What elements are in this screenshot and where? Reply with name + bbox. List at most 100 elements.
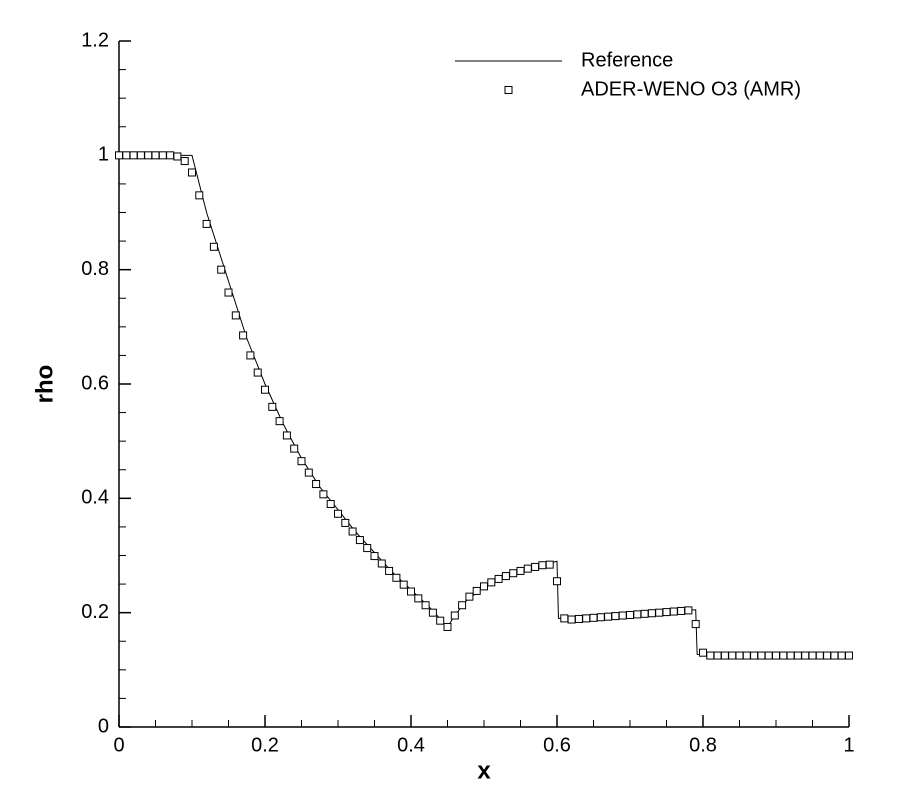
data-marker [180, 157, 189, 166]
data-marker [231, 311, 240, 320]
data-marker [239, 331, 248, 340]
data-marker [742, 651, 751, 660]
data-marker [151, 151, 160, 160]
data-marker [560, 614, 569, 623]
data-marker [253, 368, 262, 377]
data-marker [772, 651, 780, 660]
x-axis-title: x [477, 757, 491, 784]
data-marker [640, 609, 649, 618]
data-marker [691, 620, 700, 629]
data-marker [261, 385, 269, 394]
data-marker [202, 219, 211, 228]
data-marker [246, 351, 255, 360]
data-marker [815, 651, 824, 660]
data-marker [297, 457, 306, 466]
data-marker [443, 622, 452, 631]
data-marker [480, 582, 488, 591]
data-marker [662, 608, 671, 617]
data-marker [129, 151, 138, 160]
data-marker [341, 518, 350, 527]
data-marker [268, 402, 277, 411]
data-marker [699, 648, 707, 657]
y-tick-label: 0.2 [81, 601, 109, 623]
data-marker [786, 651, 795, 660]
y-tick-label: 0 [98, 715, 109, 737]
data-marker [312, 480, 321, 489]
y-tick-label: 1.2 [81, 29, 109, 51]
legend-label: ADER-WENO O3 (AMR) [581, 78, 801, 100]
data-marker [823, 651, 832, 660]
data-marker [538, 561, 547, 570]
data-marker [633, 610, 642, 619]
data-marker [115, 151, 123, 160]
y-axis-title: rho [31, 365, 58, 404]
data-marker [136, 151, 145, 160]
data-marker [764, 651, 773, 660]
y-tick-label: 0.6 [81, 372, 109, 394]
data-marker [720, 651, 729, 660]
data-marker [355, 536, 364, 545]
data-marker [553, 577, 561, 586]
data-marker [348, 527, 357, 536]
x-tick-label: 0.8 [689, 734, 717, 756]
data-marker [407, 587, 415, 596]
data-marker [830, 651, 839, 660]
data-marker [363, 544, 372, 553]
reference-line [119, 154, 850, 657]
data-marker [209, 242, 218, 251]
legend-marker [504, 86, 513, 94]
data-marker [801, 651, 810, 660]
data-marker [779, 651, 788, 660]
data-marker [392, 573, 401, 582]
data-marker [669, 607, 678, 616]
data-marker [472, 586, 481, 595]
data-marker [334, 509, 342, 518]
data-marker [290, 444, 299, 453]
data-marker [370, 552, 379, 561]
data-marker [399, 580, 408, 589]
data-marker [567, 615, 576, 624]
data-marker [750, 651, 759, 660]
data-marker [282, 431, 291, 440]
data-marker [275, 417, 284, 426]
data-marker [618, 611, 627, 620]
data-marker [465, 592, 474, 601]
data-marker [655, 608, 664, 617]
data-marker [385, 566, 394, 575]
data-marker [188, 168, 196, 177]
data-marker [144, 151, 153, 160]
data-marker [626, 610, 634, 619]
data-marker [523, 564, 532, 573]
legend-label: Reference [581, 49, 673, 71]
data-marker [166, 151, 175, 160]
data-marker [545, 560, 554, 569]
data-marker [501, 572, 510, 581]
data-marker [647, 609, 656, 618]
y-tick-label: 0.4 [81, 487, 109, 509]
data-marker [677, 606, 686, 615]
data-marker [808, 651, 817, 660]
data-marker [837, 651, 846, 660]
data-marker [224, 288, 233, 297]
data-marker [319, 490, 328, 499]
data-marker [735, 651, 744, 660]
data-marker [195, 191, 204, 200]
data-marker [304, 468, 313, 477]
data-marker [516, 566, 525, 575]
data-marker [596, 613, 605, 622]
x-tick-label: 0.2 [251, 734, 279, 756]
data-marker [728, 651, 737, 660]
y-tick-label: 1 [98, 144, 109, 166]
x-tick-label: 0 [113, 734, 124, 756]
data-marker [421, 601, 430, 610]
data-marker [509, 569, 518, 578]
data-marker [158, 151, 167, 160]
data-marker [450, 611, 459, 620]
data-marker [604, 612, 613, 621]
data-marker [436, 616, 445, 625]
data-marker [757, 651, 766, 660]
data-marker [531, 562, 540, 571]
x-tick-label: 0.4 [397, 734, 425, 756]
x-tick-label: 1 [843, 734, 854, 756]
